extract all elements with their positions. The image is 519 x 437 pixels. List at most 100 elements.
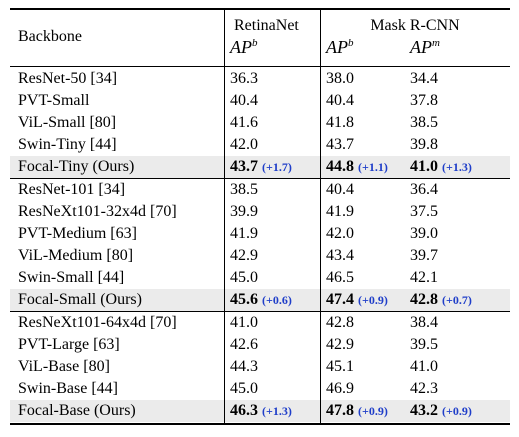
table-row-ours: Focal-Base (Ours) 46.3 (+1.3) 47.8 (+0.9) 43.… [10, 400, 510, 422]
backbone-name: PVT-Medium [63] [18, 225, 137, 242]
value: 38.5 [410, 114, 438, 131]
value: 39.5 [410, 336, 438, 353]
value: 41.8 [326, 114, 354, 131]
value: 42.1 [410, 269, 438, 286]
mask-apm-cell: 34.4 [410, 68, 438, 90]
mask-apb-cell: 41.8 [326, 112, 354, 134]
value: 42.9 [230, 247, 258, 264]
mask-apb-cell: 47.4 (+0.9) [326, 289, 388, 311]
table-row: ViL-Base [80] 44.3 45.1 41.0 [10, 356, 510, 378]
value: 41.6 [230, 114, 258, 131]
backbone-name: Swin-Base [44] [18, 380, 118, 397]
backbone-name: Focal-Small (Ours) [18, 291, 142, 308]
mask-apb-cell: 46.9 [326, 378, 354, 400]
mask-apm-cell: 42.3 [410, 378, 438, 400]
table-row-ours: Focal-Tiny (Ours) 43.7 (+1.7) 44.8 (+1.1) 41.… [10, 156, 510, 178]
vertical-rule-retinanet [320, 10, 321, 423]
retinanet-apb-cell: 41.0 [230, 312, 258, 334]
backbone-name: PVT-Large [63] [18, 336, 120, 353]
value: 46.3 [230, 402, 258, 419]
improvement-delta: (+0.9) [358, 404, 388, 418]
mask-apm-cell: 38.4 [410, 312, 438, 334]
mask-apm-cell: 37.5 [410, 201, 438, 223]
improvement-delta: (+0.9) [442, 404, 472, 418]
improvement-delta: (+1.3) [442, 160, 472, 174]
table-row-ours: Focal-Small (Ours) 45.6 (+0.6) 47.4 (+0.9) 42… [10, 289, 510, 311]
group-rule [10, 311, 510, 312]
header-retinanet-apb: APb [230, 37, 258, 57]
table-row: ViL-Small [80] 41.6 41.8 38.5 [10, 112, 510, 134]
table-header: Backbone RetinaNet Mask R-CNN APb APb AP… [10, 11, 510, 63]
mask-apb-cell: 42.8 [326, 312, 354, 334]
value: 47.4 [326, 291, 354, 308]
value: 43.2 [410, 402, 438, 419]
table-row: PVT-Medium [63] 41.9 42.0 39.0 [10, 223, 510, 245]
mask-apb-cell: 44.8 (+1.1) [326, 156, 388, 178]
table-row: Swin-Small [44] 45.0 46.5 42.1 [10, 267, 510, 289]
value: 42.0 [326, 225, 354, 242]
mask-apm-cell: 39.0 [410, 223, 438, 245]
table-row: ResNeXt101-32x4d [70] 39.9 41.9 37.5 [10, 201, 510, 223]
backbone-name: Swin-Tiny [44] [18, 136, 117, 153]
mask-apm-cell: 42.8 (+0.7) [410, 289, 472, 311]
table-row: PVT-Small 40.4 40.4 37.8 [10, 90, 510, 112]
value: 39.0 [410, 225, 438, 242]
mask-apb-cell: 38.0 [326, 68, 354, 90]
backbone-name: ViL-Medium [80] [18, 247, 134, 264]
backbone-name: Focal-Tiny (Ours) [18, 158, 135, 175]
header-backbone: Backbone [18, 28, 82, 45]
value: 44.3 [230, 358, 258, 375]
mask-apm-cell: 42.1 [410, 267, 438, 289]
value: 45.1 [326, 358, 354, 375]
value: 41.9 [230, 225, 258, 242]
backbone-name: ResNet-50 [34] [18, 70, 118, 87]
backbone-name: Focal-Base (Ours) [18, 402, 136, 419]
group-rule [10, 178, 510, 179]
mask-apb-cell: 42.0 [326, 223, 354, 245]
value: 42.0 [230, 136, 258, 153]
value: 40.4 [230, 92, 258, 109]
value: 43.4 [326, 247, 354, 264]
table-row: Swin-Base [44] 45.0 46.9 42.3 [10, 378, 510, 400]
mask-apb-cell: 45.1 [326, 356, 354, 378]
retinanet-apb-cell: 41.6 [230, 112, 258, 134]
improvement-delta: (+0.6) [262, 293, 292, 307]
mask-apb-cell: 43.4 [326, 245, 354, 267]
bottom-rule [10, 423, 510, 425]
improvement-delta: (+0.9) [358, 293, 388, 307]
value: 40.4 [326, 92, 354, 109]
mask-apm-cell: 41.0 [410, 356, 438, 378]
mask-apb-cell: 46.5 [326, 267, 354, 289]
value: 43.7 [326, 136, 354, 153]
backbone-name: Swin-Small [44] [18, 269, 125, 286]
backbone-name: ViL-Base [80] [18, 358, 110, 375]
value: 42.9 [326, 336, 354, 353]
mask-apm-cell: 41.0 (+1.3) [410, 156, 472, 178]
value: 38.5 [230, 181, 258, 198]
mask-apb-cell: 40.4 [326, 90, 354, 112]
mask-apb-cell: 43.7 [326, 134, 354, 156]
value: 38.4 [410, 314, 438, 331]
improvement-delta: (+1.1) [358, 160, 388, 174]
retinanet-apb-cell: 45.6 (+0.6) [230, 289, 292, 311]
retinanet-apb-cell: 42.0 [230, 134, 258, 156]
value: 45.0 [230, 269, 258, 286]
value: 41.0 [410, 158, 438, 175]
value: 42.8 [410, 291, 438, 308]
mask-apb-cell: 42.9 [326, 334, 354, 356]
value: 42.8 [326, 314, 354, 331]
table-row: ResNet-101 [34] 38.5 40.4 36.4 [10, 179, 510, 201]
value: 41.0 [230, 314, 258, 331]
retinanet-apb-cell: 38.5 [230, 179, 258, 201]
header-mask-apb: APb [326, 37, 354, 57]
mask-apb-cell: 41.9 [326, 201, 354, 223]
table-row: PVT-Large [63] 42.6 42.9 39.5 [10, 334, 510, 356]
mask-apm-cell: 36.4 [410, 179, 438, 201]
value: 40.4 [326, 181, 354, 198]
retinanet-apb-cell: 42.6 [230, 334, 258, 356]
retinanet-apb-cell: 41.9 [230, 223, 258, 245]
header-rule [10, 66, 510, 67]
value: 42.3 [410, 380, 438, 397]
value: 37.8 [410, 92, 438, 109]
header-mask-rcnn: Mask R-CNN [370, 17, 460, 34]
